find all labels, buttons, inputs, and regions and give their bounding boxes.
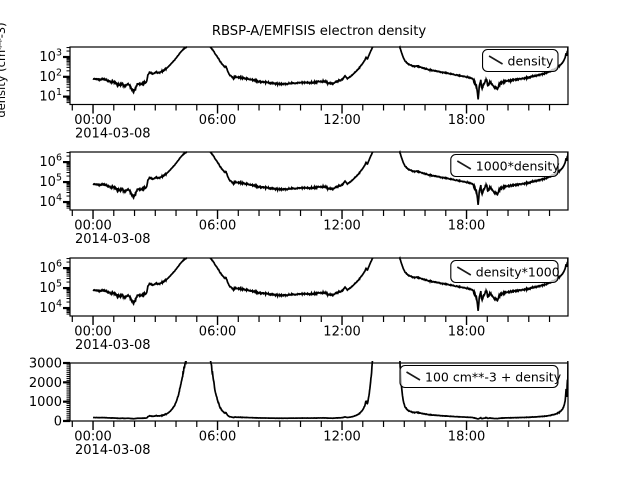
y-tick-label: 3000 [29,357,62,372]
legend: 100 cm**-3 + density [399,364,562,389]
x-tick-label: 12:00 [323,430,360,445]
x-tick-label: 00:00 [74,430,111,445]
chart-title: RBSP-A/EMFISIS electron density [212,24,427,39]
x-tick-label: 00:00 [74,219,111,234]
x-axis-date-label: 2014-03-08 [75,338,151,353]
legend-label: density [508,53,554,68]
x-tick-label: 12:00 [323,325,360,340]
legend-line-sample [488,55,503,65]
legend: 1000*density [450,153,560,178]
x-tick-label: 06:00 [199,219,236,234]
legend-box [450,259,559,284]
density-curve [92,361,569,420]
x-tick-label: 12:00 [323,219,360,234]
x-tick-label: 06:00 [199,430,236,445]
x-tick-label: 06:00 [199,325,236,340]
density-curve [92,256,569,311]
legend-box [450,153,559,178]
y-tick-label: 1000 [29,395,62,410]
x-axis-date-label: 2014-03-08 [75,127,151,142]
legend-label: 100 cm**-3 + density [425,369,562,384]
density-curve [92,45,569,100]
x-tick-label: 06:00 [199,113,236,128]
y-tick-label: 2000 [29,376,62,391]
legend-box [399,364,559,389]
legend-box [481,48,559,73]
legend-line-sample [456,266,472,276]
legend-line-sample [406,371,421,381]
y-tick-label: 0 [54,415,62,430]
x-tick-label: 18:00 [448,325,485,340]
x-tick-label: 12:00 [323,113,360,128]
legend-label: density*1000 [476,264,560,279]
x-axis-date-label: 2014-03-08 [75,443,151,458]
x-tick-label: 00:00 [74,325,111,340]
y-axis-label: density (cm**-3) [0,22,8,117]
density-curve [92,150,569,205]
legend: density*1000 [450,259,560,284]
x-axis-date-label: 2014-03-08 [75,232,151,247]
x-tick-label: 00:00 [74,113,111,128]
x-tick-label: 18:00 [448,113,485,128]
panel-3: 00:00 06:00 12:00 18:002014-03-08104105106d… [39,256,569,353]
panel-1: 00:00 06:00 12:00 18:002014-03-08101102103d… [39,45,569,142]
legend-line-sample [456,160,472,170]
x-tick-label: 18:00 [448,219,485,234]
panels-group: 00:00 06:00 12:00 18:002014-03-08101102103d… [29,45,569,458]
legend: density [481,48,559,73]
panel-4: 00:00 06:00 12:00 18:00 2014-03-08 0 1000 2000 3… [29,357,569,458]
legend-label: 1000*density [476,158,560,173]
x-tick-label: 18:00 [448,430,485,445]
